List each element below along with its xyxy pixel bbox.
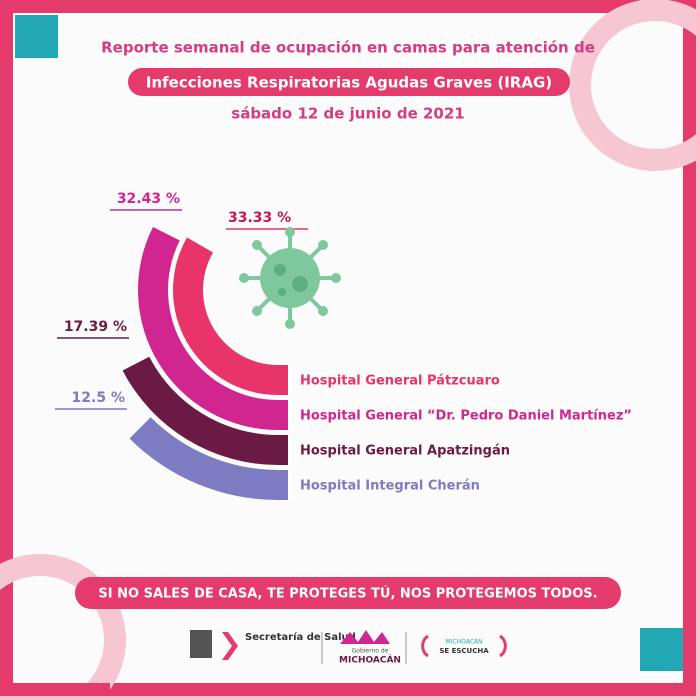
- slogan: SI NO SALES DE CASA, TE PROTEGES TÚ, NOS…: [98, 586, 597, 602]
- decor-square: [15, 15, 58, 58]
- logo-gobierno: MICHOACÁN: [339, 654, 401, 666]
- legend-box: [288, 435, 292, 465]
- legend-label: Hospital General Apatzingán: [300, 444, 510, 459]
- radial-chart: Hospital General Pátzcuaro 33.33 % Hospita…: [55, 191, 632, 500]
- bar: [122, 356, 289, 465]
- background: [13, 13, 683, 683]
- legend-label: Hospital Integral Cherán: [300, 479, 480, 494]
- bar: [172, 237, 288, 395]
- virus-icon: [239, 227, 341, 329]
- legend-box: [288, 365, 292, 395]
- bar: [137, 226, 288, 430]
- logo-escucha-1: MICHOACÁN: [445, 639, 482, 646]
- slogan-pill: [75, 577, 621, 609]
- frame: [0, 595, 13, 696]
- bar: [129, 417, 288, 500]
- subtitle: Infecciones Respiratorias Agudas Graves …: [146, 74, 552, 92]
- escucha-icon: [421, 634, 507, 658]
- legend-box: [288, 400, 292, 430]
- value-label: 12.5 %: [72, 390, 125, 406]
- legend-label: Hospital General Pátzcuaro: [300, 374, 500, 389]
- title: Reporte semanal de ocupación en camas pa…: [101, 39, 595, 57]
- legend-box: [288, 470, 292, 500]
- logos: Secretaría de Salud Gobierno de MICHOACÁ…: [190, 630, 507, 666]
- decor-circle: [569, 0, 696, 171]
- date: sábado 12 de junio de 2021: [231, 105, 464, 123]
- logo-escucha-2: SE ESCUCHA: [439, 647, 489, 655]
- value-label: 32.43 %: [117, 191, 180, 207]
- gobierno-icon: [340, 630, 390, 644]
- value-label: 33.33 %: [228, 210, 291, 226]
- decor-circle: [0, 554, 126, 696]
- decor-square: [640, 628, 683, 671]
- value-label: 17.39 %: [64, 319, 127, 335]
- logo-salud: Secretaría de Salud: [245, 631, 356, 643]
- coat-of-arms: [190, 630, 212, 658]
- logo-gobierno-small: Gobierno de: [352, 648, 389, 655]
- salud-icon: [222, 632, 238, 660]
- legend-label: Hospital General “Dr. Pedro Daniel Martí…: [300, 409, 632, 424]
- subtitle-pill: [128, 68, 570, 96]
- frame: [0, 683, 110, 696]
